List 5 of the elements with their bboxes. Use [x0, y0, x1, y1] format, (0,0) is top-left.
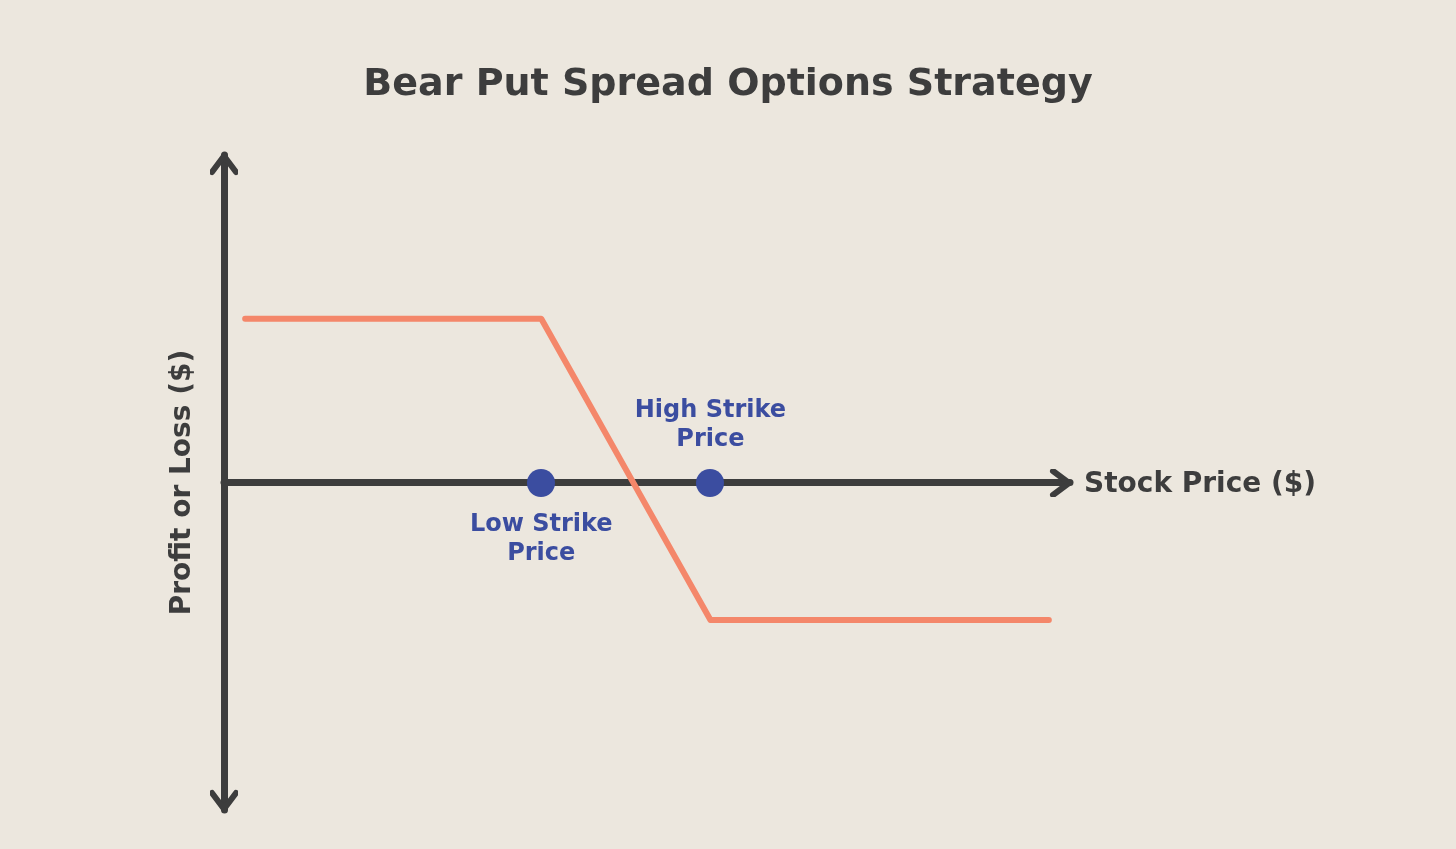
annotation: Low Strike Price [468, 508, 614, 567]
y-axis-title: Profit or Loss ($) [163, 349, 197, 616]
x-axis-title: Stock Price ($) [1084, 466, 1317, 499]
chart-title: Bear Put Spread Options Strategy [363, 60, 1093, 104]
annotation: High Strike Price [633, 394, 788, 453]
